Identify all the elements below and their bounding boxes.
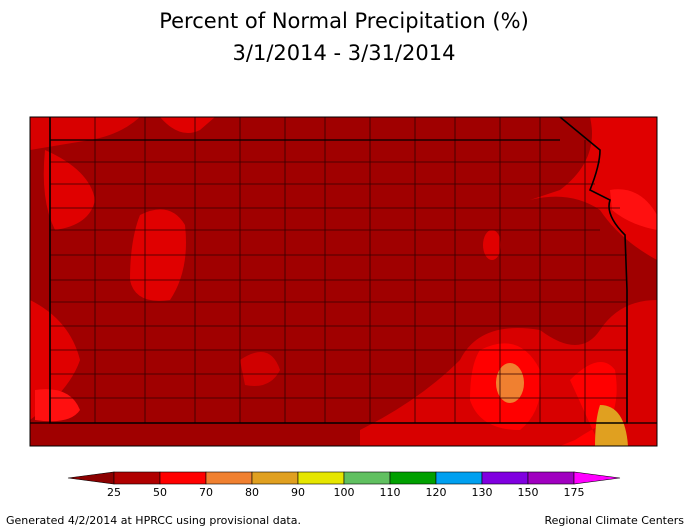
colorbar-segment (435, 471, 483, 485)
precip-area (43, 150, 95, 230)
colorbar-arrow (573, 471, 621, 485)
subtitle: 3/1/2014 - 3/31/2014 (233, 41, 456, 65)
county-line (94, 117, 586, 423)
precip-area (160, 117, 215, 134)
precip-area (483, 230, 501, 260)
colorbar-label: 150 (518, 486, 539, 499)
colorbar: 25 50 70 80 90 100 110 120 130 150 175 (67, 471, 621, 499)
colorbar-arrow (67, 471, 115, 485)
colorbar-label: 25 (107, 486, 121, 499)
colorbar-segment (481, 471, 529, 485)
colorbar-segment (343, 471, 391, 485)
colorbar-label: 175 (564, 486, 585, 499)
footer-left: Generated 4/2/2014 at HPRCC using provis… (6, 514, 301, 527)
colorbar-label: 100 (334, 486, 355, 499)
colorbar-segment (159, 471, 207, 485)
state-border (30, 139, 657, 424)
precip-area (240, 352, 280, 386)
precip-area (530, 117, 657, 260)
map-frame (29, 116, 658, 447)
precip-area (30, 117, 140, 150)
colorbar-label: 50 (153, 486, 167, 499)
colorbar-label: 70 (199, 486, 213, 499)
precip-area (496, 363, 524, 403)
map (29, 116, 658, 447)
footer-right: Regional Climate Centers (544, 514, 684, 527)
colorbar-label: 110 (380, 486, 401, 499)
colorbar-segment (251, 471, 299, 485)
state-border (49, 116, 628, 424)
colorbar-label: 130 (472, 486, 493, 499)
colorbar-segment (297, 471, 345, 485)
precip-area (610, 189, 657, 230)
precip-area (35, 389, 80, 422)
colorbar-segment (113, 471, 161, 485)
precip-area (595, 405, 628, 446)
precip-area (560, 362, 617, 446)
colorbar-segment (389, 471, 437, 485)
colorbar-segment (205, 471, 253, 485)
colorbar-label: 80 (245, 486, 259, 499)
colorbar-label: 90 (291, 486, 305, 499)
colorbar-label: 120 (426, 486, 447, 499)
colorbar-segment (527, 471, 575, 485)
title: Percent of Normal Precipitation (%) (159, 9, 529, 33)
